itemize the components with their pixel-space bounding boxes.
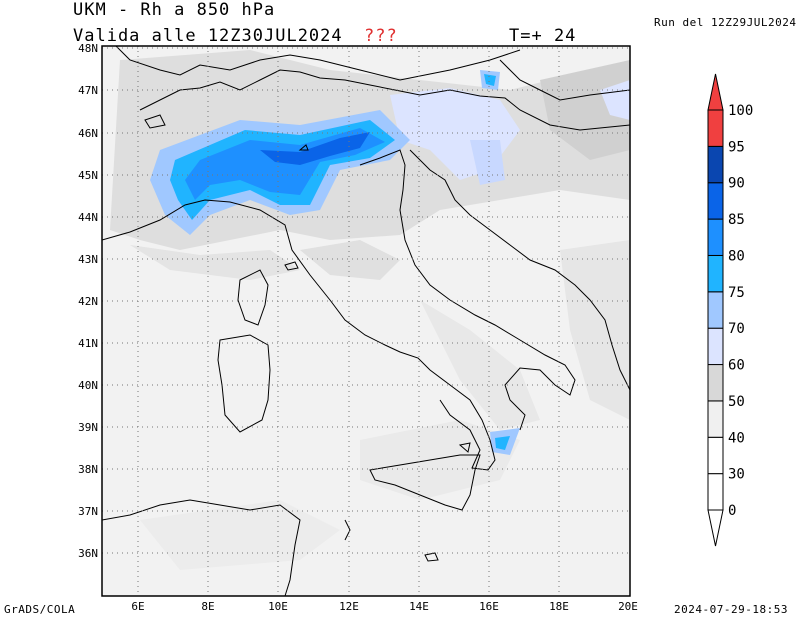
lat-label: 39N	[78, 421, 98, 434]
colorbar-label: 0	[728, 503, 736, 519]
lat-label: 40N	[78, 379, 98, 392]
colorbar-segment	[707, 364, 724, 402]
colorbar-label: 85	[728, 212, 745, 228]
lat-label: 47N	[78, 84, 98, 97]
colorbar-label: 50	[728, 394, 745, 410]
colorbar-segment	[707, 291, 724, 329]
lon-label: 8E	[201, 600, 214, 613]
lat-label: 38N	[78, 463, 98, 476]
colorbar-segment	[707, 145, 724, 184]
colorbar-segment	[707, 400, 724, 438]
colorbar-label: 90	[728, 176, 745, 192]
lat-label: 44N	[78, 211, 98, 224]
grid-lines	[102, 46, 630, 596]
colorbar-segment	[707, 109, 724, 147]
lon-label: 12E	[339, 600, 359, 613]
unknown-flag: ???	[364, 26, 398, 46]
lat-label: 42N	[78, 295, 98, 308]
lat-label: 46N	[78, 127, 98, 140]
lat-label: 45N	[78, 169, 98, 182]
valid-time: Valida alle 12Z30JUL2024	[73, 26, 343, 46]
colorbar-segment	[707, 327, 724, 366]
rh-field	[102, 46, 630, 596]
colorbar-segment	[707, 182, 724, 220]
colorbar-label: 95	[728, 139, 745, 155]
lat-label: 36N	[78, 547, 98, 560]
run-date: Run del 12Z29JUL2024	[654, 16, 797, 29]
chart-title: UKM - Rh a 850 hPa	[73, 0, 276, 20]
colorbar-segment	[707, 436, 724, 475]
software-credit: GrADS/COLA	[4, 603, 76, 616]
generated-timestamp: 2024-07-29-18:53	[674, 603, 788, 616]
lat-label: 37N	[78, 505, 98, 518]
colorbar-label: 80	[728, 248, 745, 264]
colorbar-segment	[707, 218, 724, 256]
lon-labels: 6E 8E 10E 12E 14E 16E 18E 20E	[131, 600, 638, 613]
forecast-step: T=+ 24	[509, 26, 577, 46]
colorbar-bottom-arrow	[707, 509, 724, 547]
colorbar-segment	[707, 254, 724, 293]
colorbar-label: 60	[728, 358, 745, 374]
colorbar-label: 70	[728, 321, 745, 337]
colorbar-label: 100	[728, 103, 753, 119]
colorbar-label: 40	[728, 430, 745, 446]
lon-label: 18E	[549, 600, 569, 613]
lon-label: 6E	[131, 600, 144, 613]
colorbar-top-arrow	[707, 73, 724, 111]
lat-labels: 48N 47N 46N 45N 44N 43N 42N 41N 40N 39N …	[78, 42, 98, 560]
lon-label: 14E	[409, 600, 429, 613]
lon-label: 10E	[268, 600, 288, 613]
colorbar-label: 30	[728, 467, 745, 483]
lat-label: 48N	[78, 42, 98, 55]
colorbar-segment	[707, 473, 724, 511]
lon-label: 16E	[479, 600, 499, 613]
map-frame	[101, 45, 631, 597]
lat-label: 41N	[78, 337, 98, 350]
coastlines	[102, 46, 630, 596]
colorbar: 0 30 40 50 60 70 75 80 85 90 95 100	[707, 73, 753, 547]
lon-label: 20E	[618, 600, 638, 613]
colorbar-label: 75	[728, 285, 745, 301]
lat-label: 43N	[78, 253, 98, 266]
